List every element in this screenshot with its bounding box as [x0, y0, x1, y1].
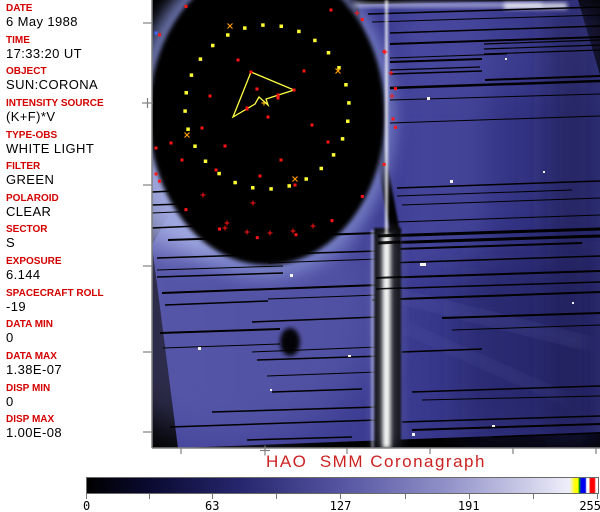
field-label: DATA MAX	[6, 351, 57, 363]
field-value: S	[6, 235, 16, 251]
metadata-field: POLAROID CLEAR	[6, 193, 152, 225]
field-value: 6 May 1988	[6, 14, 78, 29]
colorbar-tick-label: 255	[579, 499, 600, 512]
field-label: OBJECT	[6, 66, 47, 78]
colorbar-tick	[149, 494, 151, 499]
metadata-field: SECTOR S	[6, 224, 152, 256]
colorbar-tick	[86, 494, 87, 499]
field-value: 1.00E-08	[6, 425, 62, 441]
metadata-field: EXPOSURE 6.144	[6, 256, 152, 288]
field-value: SUN:CORONA	[6, 77, 99, 93]
metadata-field: DISP MAX 1.00E-08	[6, 414, 152, 446]
field-label: SECTOR	[6, 224, 48, 236]
coronagraph-image	[142, 0, 600, 456]
colorbar-tick-label: 0	[83, 499, 91, 512]
field-value: 0	[6, 330, 14, 346]
metadata-field: INTENSITY SOURCE (K+F)*V	[6, 98, 152, 130]
field-label: DISP MAX	[6, 414, 55, 426]
metadata-sidebar: DATE 6 May 1988 TIME 17:33:20 UT OBJECT SUN:C…	[6, 3, 152, 446]
field-value: 1.38E-07	[6, 362, 62, 378]
field-label: DATA MIN	[6, 319, 54, 331]
field-value: GREEN	[6, 172, 55, 188]
field-label: DATE	[6, 3, 33, 14]
colorbar-tick-label: 127	[329, 499, 352, 512]
field-label: DISP MIN	[6, 382, 51, 394]
colorbar-tick	[404, 494, 406, 499]
colorbar-axis: 0 63 127 191 255	[83, 494, 600, 512]
field-value: 6.144	[6, 267, 41, 283]
field-label: EXPOSURE	[6, 256, 62, 268]
colorbar-tick	[532, 494, 534, 499]
metadata-field: DATA MIN 0	[6, 319, 152, 351]
metadata-field: DATA MAX 1.38E-07	[6, 351, 152, 383]
field-value: CLEAR	[6, 203, 52, 219]
colorbar-tick-label: 191	[457, 499, 480, 512]
colorbar-tick	[597, 494, 598, 499]
field-label: POLAROID	[6, 192, 59, 204]
field-label: TYPE-OBS	[6, 129, 58, 141]
field-value: -19	[6, 298, 26, 314]
field-value: WHITE LIGHT	[6, 140, 95, 156]
colorbar-tick	[468, 494, 470, 499]
field-value: 0	[6, 393, 14, 409]
field-label: FILTER	[6, 161, 41, 173]
image-title: HAO SMM Coronagraph	[266, 452, 486, 471]
colorbar-tick-label: 63	[205, 499, 220, 512]
colorbar-tick	[340, 494, 342, 499]
colorbar-tick	[212, 494, 214, 499]
metadata-field: DATE 6 May 1988	[6, 3, 152, 35]
metadata-field: TIME 17:33:20 UT	[6, 35, 152, 67]
field-label: TIME	[6, 34, 30, 46]
metadata-field: FILTER GREEN	[6, 161, 152, 193]
metadata-field: OBJECT SUN:CORONA	[6, 66, 152, 98]
field-value: 17:33:20 UT	[6, 45, 82, 61]
metadata-field: TYPE-OBS WHITE LIGHT	[6, 130, 152, 162]
field-label: SPACECRAFT ROLL	[6, 287, 104, 299]
colorbar-tick	[276, 494, 278, 499]
field-label: INTENSITY SOURCE	[6, 97, 104, 109]
intensity-colorbar	[86, 477, 599, 494]
field-value: (K+F)*V	[6, 108, 56, 124]
metadata-field: SPACECRAFT ROLL -19	[6, 288, 152, 320]
metadata-field: DISP MIN 0	[6, 383, 152, 415]
